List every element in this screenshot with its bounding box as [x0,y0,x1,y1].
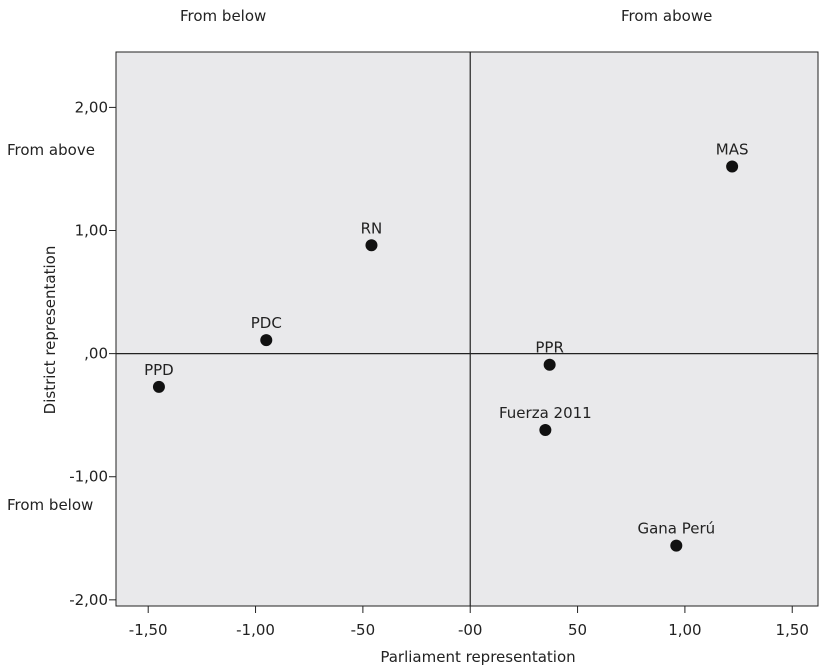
data-points: MAS RN PDC PPD PPR Fuerza 2011 Gana Perú [144,140,749,552]
data-point-label: Gana Perú [637,520,715,538]
y-tick-label: -1,00 [69,468,108,486]
data-point-label: PPR [535,339,564,357]
y-tick-label: ,00 [84,345,108,363]
y-tick-label: -2,00 [69,591,108,609]
data-point-label: Fuerza 2011 [499,404,592,422]
data-point-label: PDC [251,314,282,332]
data-point [152,380,165,393]
data-point [726,160,739,173]
x-tick-label: -00 [458,621,483,639]
x-axis-title: Parliament representation [380,648,575,666]
y-axis: 2,00 1,00 ,00 -1,00 -2,00 [69,98,116,609]
x-tick-label: -1,50 [129,621,168,639]
quadrant-label-top-left: From below [180,7,267,25]
x-tick-label: 1,50 [776,621,809,639]
y-side-label-lower: From below [7,496,94,514]
data-point [539,423,552,436]
x-tick-label: 1,00 [668,621,701,639]
x-tick-label: -50 [351,621,376,639]
x-axis: -1,50 -1,00 -50 -00 50 1,00 1,50 [129,606,809,639]
y-side-label-upper: From above [7,141,95,159]
data-point [670,539,683,552]
y-tick-label: 1,00 [75,222,108,240]
data-point [365,239,378,252]
data-point [260,334,273,347]
plot-area [115,51,819,607]
data-point-label: MAS [716,140,749,158]
quadrant-label-top-right: From abowe [621,7,713,25]
x-tick-label: -1,00 [236,621,275,639]
reference-lines [116,52,818,606]
y-tick-label: 2,00 [75,98,108,116]
data-point-label: PPD [144,361,174,379]
data-point [543,358,556,371]
x-tick-label: 50 [568,621,587,639]
data-point-label: RN [361,219,383,237]
y-axis-title: District representation [41,246,59,415]
